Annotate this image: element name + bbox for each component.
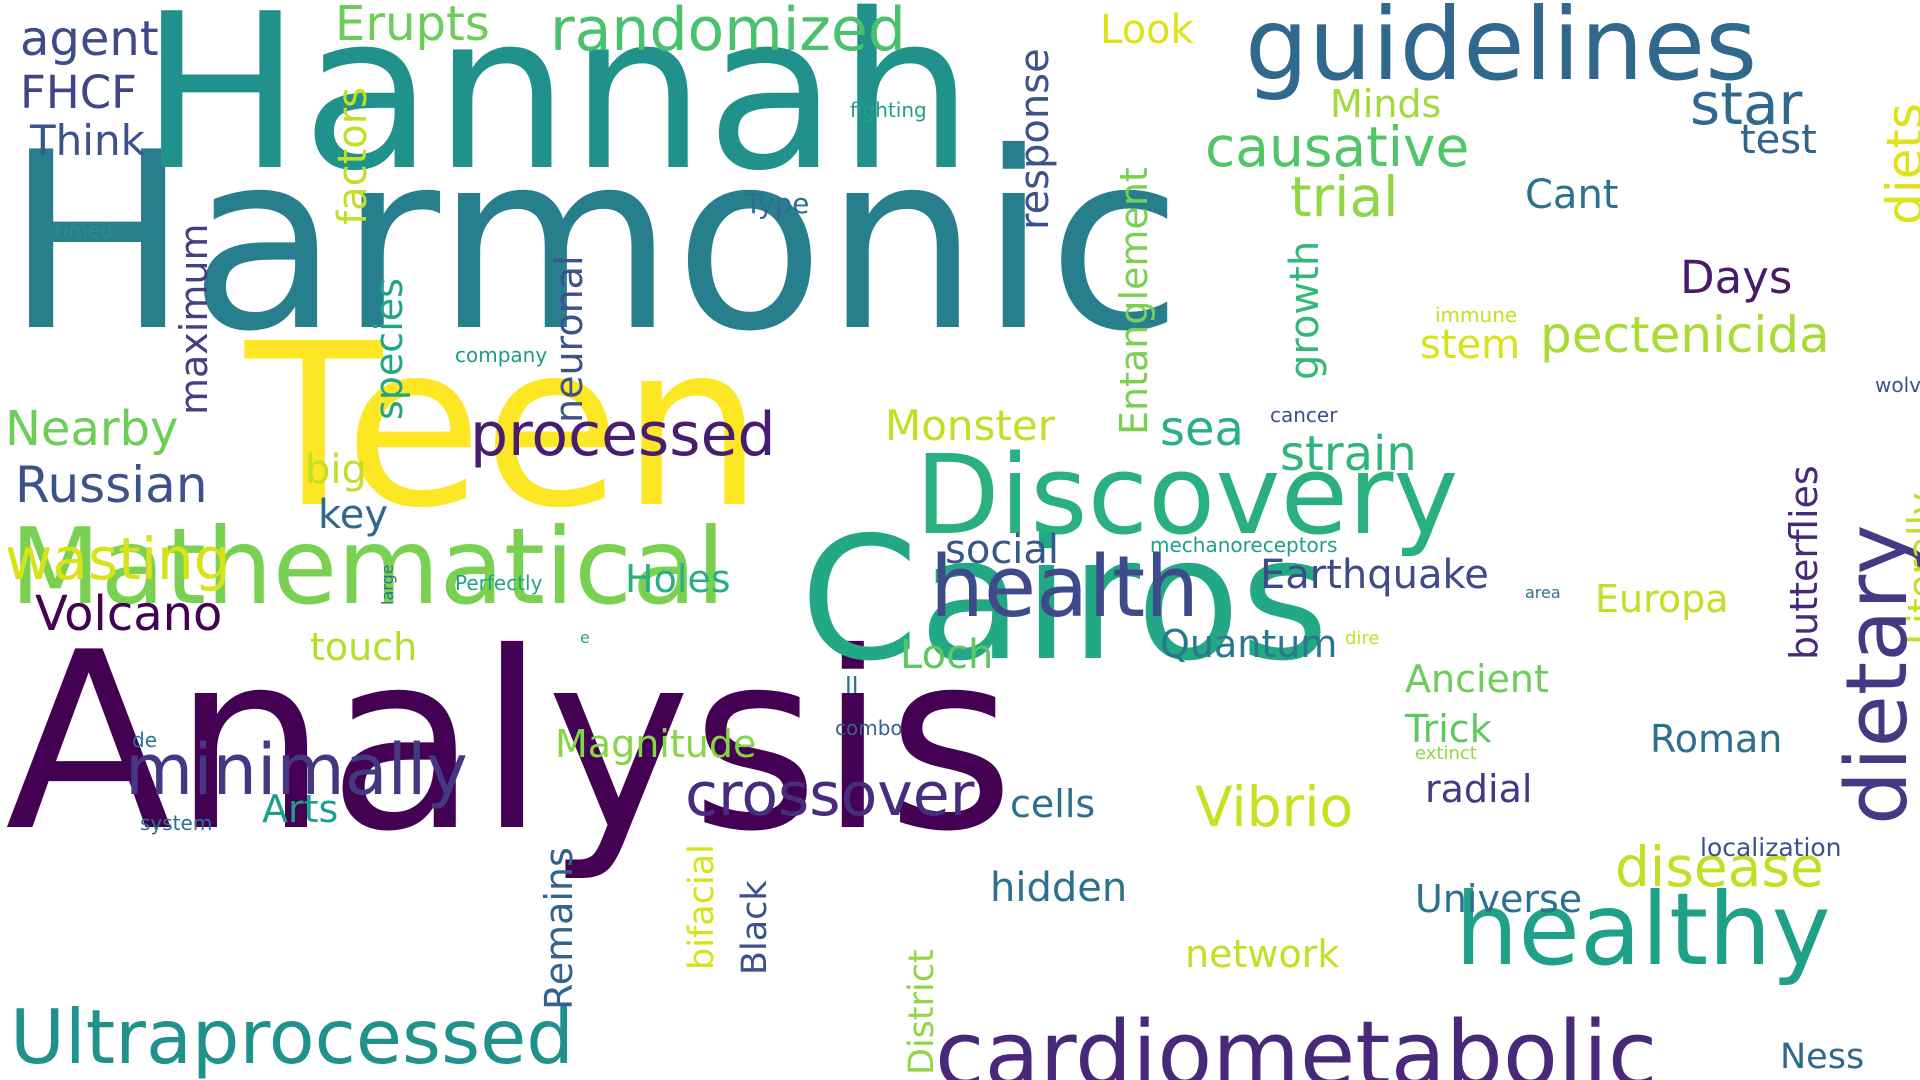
word-ultraprocessed: Ultraprocessed (10, 993, 574, 1080)
word-quantum: Quantum (1160, 622, 1338, 666)
word-cardiometabolic: cardiometabolic (935, 1002, 1658, 1080)
word-causative: causative (1205, 115, 1470, 179)
word-minimally: minimally (125, 729, 468, 811)
word-entanglement: Entanglement (1112, 167, 1156, 435)
word-key: key (318, 492, 389, 538)
word-nearby: Nearby (5, 401, 179, 457)
word-hannah: Hannah (140, 0, 974, 218)
word-radial: radial (1425, 767, 1533, 811)
word-extinct: extinct (1415, 743, 1477, 764)
word-ii: II (845, 673, 859, 699)
word-roman: Roman (1650, 717, 1783, 761)
word-analysis: Analysis (5, 600, 1015, 885)
word-big: big (305, 447, 367, 493)
word-ness: Ness (1780, 1037, 1865, 1077)
word-think: Think (30, 116, 145, 165)
word-crossover: crossover (685, 760, 975, 830)
word-growth: growth (1282, 240, 1328, 380)
word-russian: Russian (15, 456, 208, 514)
word-combo: combo (835, 716, 903, 740)
word-mathematical: Mathematical (10, 506, 726, 628)
word-factors: factors (330, 86, 376, 225)
word-loch: Loch (900, 632, 994, 678)
word-remains: Remains (537, 847, 581, 1010)
word-butterflies: butterflies (1782, 465, 1826, 660)
word-monster: Monster (885, 401, 1056, 450)
word-de: de (132, 728, 157, 752)
word-randomized: randomized (550, 0, 906, 65)
word-trick: Trick (1405, 707, 1492, 751)
word-area: area (1525, 583, 1561, 602)
word-earthquake: Earthquake (1260, 552, 1489, 598)
word-star: star (1690, 70, 1803, 138)
word-trial: trial (1290, 165, 1399, 229)
word-arts: Arts (262, 787, 339, 831)
word-perfectly: Perfectly (455, 571, 543, 595)
word-magnitude: Magnitude (555, 722, 757, 766)
word-touch: touch (310, 625, 418, 669)
word-healthy: healthy (1455, 871, 1831, 988)
word-wasting: wasting (5, 525, 231, 593)
word-sea: sea (1160, 401, 1244, 457)
word-minds: Minds (1330, 82, 1442, 126)
word-wolves: wolves (1875, 373, 1920, 397)
word-network: network (1185, 932, 1340, 976)
word-response: response (1012, 48, 1058, 230)
word-look: Look (1100, 7, 1194, 53)
word-fighting: fighting (850, 98, 927, 122)
word-type: Type (745, 187, 810, 220)
word-guidelines: guidelines (1245, 0, 1758, 103)
word-localization: localization (1700, 833, 1842, 862)
word-erupts: Erupts (335, 0, 490, 52)
word-stem: stem (1420, 322, 1521, 368)
word-timed: timed (55, 218, 113, 242)
word-test: test (1740, 117, 1817, 163)
word-cairos: Cairos (800, 501, 1329, 699)
word-system: system (140, 811, 213, 835)
word-black: Black (735, 880, 775, 975)
word-immune: immune (1435, 303, 1518, 327)
word-bifacial: bifacial (682, 844, 722, 970)
word-processed: processed (470, 400, 776, 470)
word-company: company (455, 343, 548, 367)
word-e: e (580, 628, 590, 647)
word-strain: strain (1280, 426, 1417, 482)
word-days: Days (1680, 251, 1793, 304)
word-disease: disease (1615, 835, 1824, 899)
word-maximum: maximum (172, 223, 216, 415)
word-mechanoreceptors: mechanoreceptors (1150, 533, 1338, 557)
word-district: District (902, 949, 942, 1075)
word-social: social (945, 527, 1060, 573)
word-hidden: hidden (990, 865, 1128, 911)
word-europa: Europa (1595, 577, 1729, 621)
word-pectenicida: pectenicida (1540, 306, 1830, 364)
word-ancient: Ancient (1405, 657, 1549, 701)
word-health: health (930, 538, 1200, 637)
word-agent: agent (20, 11, 159, 67)
word-dire: dire (1345, 628, 1380, 649)
word-neuronal: neuronal (547, 255, 591, 423)
word-cells: cells (1010, 782, 1096, 826)
word-discovery: Discovery (915, 431, 1459, 559)
word-diets: diets (1876, 102, 1920, 225)
word-vibrio: Vibrio (1195, 775, 1354, 839)
word-holes: Holes (625, 557, 731, 601)
word-literally: Literally (1900, 492, 1920, 645)
word-cant: Cant (1525, 172, 1619, 218)
word-teen: Teen (245, 296, 764, 558)
word-volcano: Volcano (35, 586, 223, 642)
word-species: species (367, 278, 411, 420)
word-harmonic: Harmonic (5, 100, 1183, 385)
word-cancer: cancer (1270, 403, 1338, 427)
word-large: large (378, 564, 397, 605)
word-universe: Universe (1415, 877, 1583, 921)
word-fhcf: FHCF (20, 66, 138, 119)
